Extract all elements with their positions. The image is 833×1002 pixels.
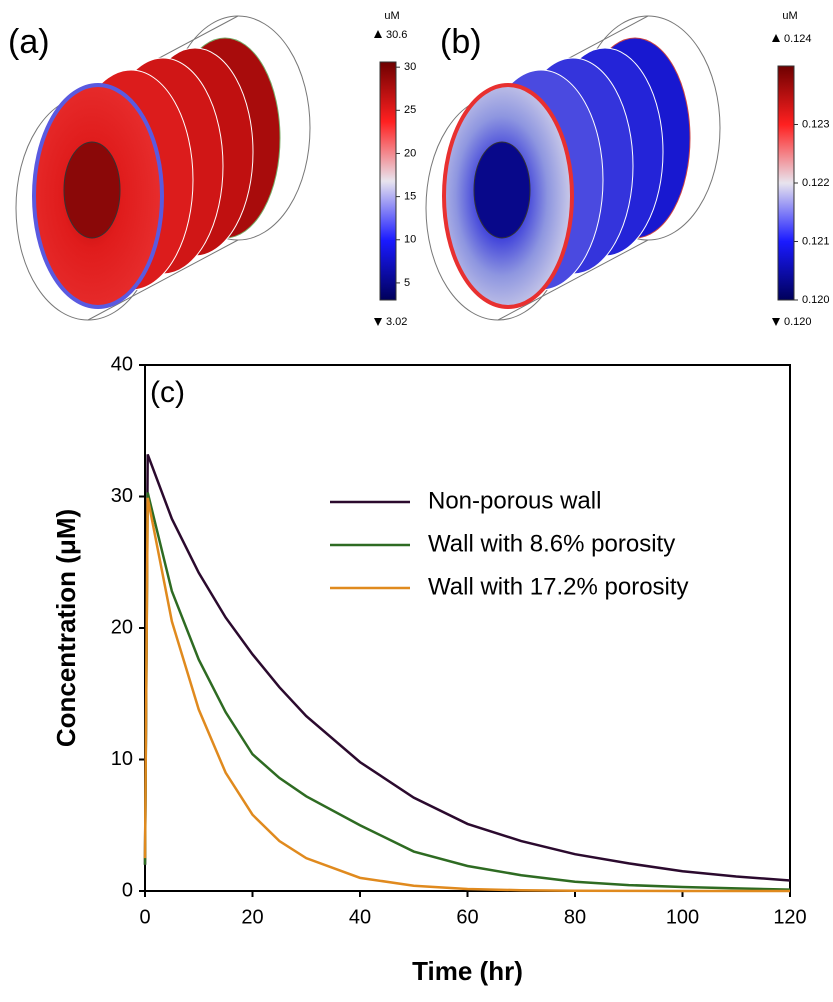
panel-label: (c) bbox=[150, 376, 185, 409]
plot-frame bbox=[145, 365, 790, 891]
x-axis-label: Time (hr) bbox=[412, 956, 523, 986]
colorbar-min: 3.02 bbox=[386, 316, 407, 328]
colorbar-unit: uM bbox=[384, 10, 399, 22]
colorbar-tick-label: 0.120 bbox=[802, 294, 830, 306]
x-tick-label: 120 bbox=[773, 906, 806, 928]
render-a bbox=[16, 16, 310, 320]
x-tick-label: 40 bbox=[349, 906, 371, 928]
legend-label: Non-porous wall bbox=[428, 487, 601, 514]
colorbar-max: 30.6 bbox=[386, 29, 407, 41]
panel-label: (a) bbox=[8, 23, 50, 61]
colorbar-tick-label: 10 bbox=[404, 234, 416, 246]
y-tick-label: 40 bbox=[111, 353, 133, 375]
colorbar-tick-label: 5 bbox=[404, 277, 410, 289]
x-tick-label: 0 bbox=[139, 906, 150, 928]
figure: (a) uM 30.6 3.02 5 10 15 20 25 30 (b) uM 0.124 0.120 0… bbox=[0, 0, 833, 997]
min-marker bbox=[772, 318, 780, 326]
colorbar-tick-label: 25 bbox=[404, 104, 416, 116]
y-tick-label: 0 bbox=[122, 879, 133, 901]
render-b bbox=[426, 16, 720, 320]
x-tick-label: 20 bbox=[241, 906, 263, 928]
colorbar bbox=[778, 66, 794, 300]
colorbar-tick-label: 15 bbox=[404, 191, 416, 203]
legend-label: Wall with 8.6% porosity bbox=[428, 530, 675, 557]
x-tick-label: 60 bbox=[456, 906, 478, 928]
colorbar-tick-label: 0.123 bbox=[802, 118, 830, 130]
max-marker bbox=[772, 34, 780, 42]
legend-label: Wall with 17.2% porosity bbox=[428, 573, 689, 600]
colorbar bbox=[380, 62, 396, 300]
y-tick-label: 20 bbox=[111, 616, 133, 638]
colorbar-tick-label: 0.122 bbox=[802, 177, 830, 189]
y-axis-label: Concentration (μM) bbox=[51, 509, 81, 747]
colorbar-min: 0.120 bbox=[784, 316, 812, 328]
inner-core bbox=[64, 142, 120, 238]
y-tick-label: 30 bbox=[111, 485, 133, 507]
y-tick-label: 10 bbox=[111, 748, 133, 770]
panel-label: (b) bbox=[440, 23, 482, 61]
colorbar-max: 0.124 bbox=[784, 33, 812, 45]
inner-core bbox=[474, 142, 530, 238]
colorbar-tick-label: 20 bbox=[404, 147, 416, 159]
page: (a) uM 30.6 3.02 5 10 15 20 25 30 (b) uM 0.124 0.120 0… bbox=[0, 0, 833, 1002]
colorbar-tick-label: 0.121 bbox=[802, 235, 830, 247]
colorbar-tick-label: 30 bbox=[404, 61, 416, 73]
series-line bbox=[145, 454, 790, 880]
min-marker bbox=[374, 318, 382, 326]
max-marker bbox=[374, 30, 382, 38]
x-tick-label: 100 bbox=[666, 906, 699, 928]
colorbar-unit: uM bbox=[782, 10, 797, 22]
x-tick-label: 80 bbox=[564, 906, 586, 928]
